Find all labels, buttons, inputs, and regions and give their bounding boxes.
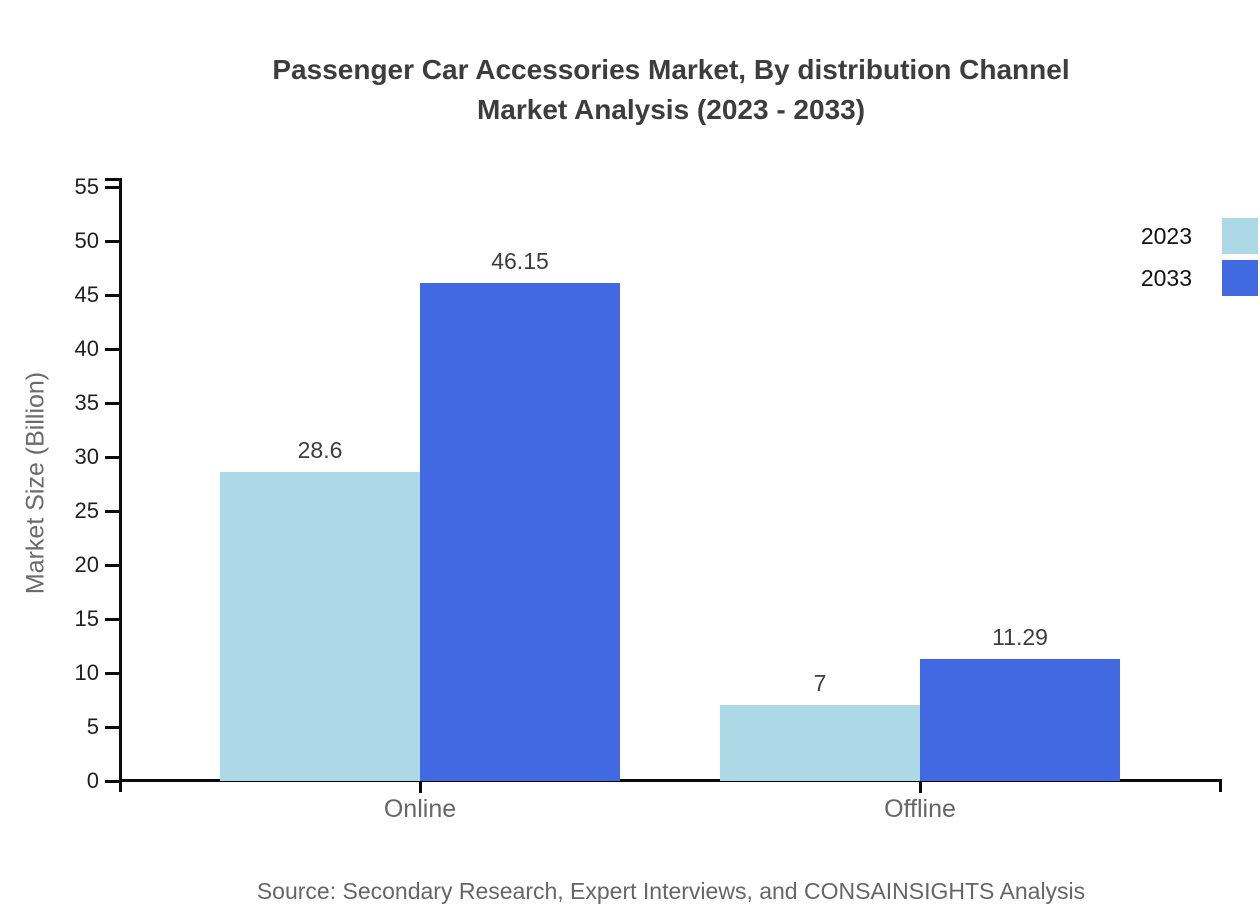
y-axis-tick [105,185,120,189]
x-category-label: Online [383,795,457,823]
y-axis-tick [105,617,120,621]
bar-2023-offline [720,705,920,781]
legend-item-2033: 2033 [1080,260,1258,296]
y-axis-tick [105,455,120,459]
y-axis-tick-label: 50 [74,228,99,253]
y-axis-tick [105,563,120,567]
bar-2023-online [220,472,420,781]
y-axis-tick-label: 55 [74,174,99,199]
bar-value-label: 11.29 [992,624,1048,651]
y-axis-tick [105,347,120,351]
bar-value-label: 28.6 [297,437,343,464]
legend-item-2023: 2023 [1080,218,1258,254]
bar-2033-online [420,282,620,781]
y-axis-top-cap [105,178,120,181]
legend-label: 2023 [1140,222,1192,249]
y-axis-tick [105,671,120,675]
bar-value-label: 7 [813,670,827,697]
y-axis-tick [105,239,120,243]
chart-title-line2: Market Analysis (2023 - 2033) [476,94,866,125]
x-axis-line [119,779,1222,782]
y-axis-tick-label: 20 [74,552,99,577]
y-axis-tick-label: 0 [86,768,99,793]
source-note: Source: Secondary Research, Expert Inter… [256,878,1086,904]
legend-swatch-icon [1222,260,1258,296]
x-category-label: Offline [884,795,956,823]
y-axis-tick-label: 10 [74,660,99,685]
y-axis-tick [105,401,120,405]
y-axis-tick-label: 35 [74,390,99,415]
y-axis-tick-label: 5 [86,714,99,739]
legend-label: 2033 [1140,264,1192,291]
chart-title-line1: Passenger Car Accessories Market, By dis… [272,54,1070,85]
legend: 2023 2033 [1080,218,1258,302]
y-axis-tick [105,509,120,513]
y-axis-line [119,178,122,792]
legend-swatch-icon [1222,218,1258,254]
bar-value-label: 46.15 [491,247,549,274]
y-axis-tick-label: 15 [74,606,99,631]
x-axis-right-cap [1219,779,1222,792]
x-axis-tick [418,781,422,793]
y-axis-tick-label: 30 [74,444,99,469]
y-axis-tick [105,293,120,297]
x-axis-tick [918,781,922,793]
y-axis-tick [105,725,120,729]
chart-title: Passenger Car Accessories Market, By dis… [121,50,1221,130]
y-axis-tick [105,779,120,783]
bar-2033-offline [920,659,1120,781]
y-axis-tick-label: 45 [74,282,99,307]
y-axis-tick-label: 40 [74,336,99,361]
y-axis-tick-label: 25 [74,498,99,523]
